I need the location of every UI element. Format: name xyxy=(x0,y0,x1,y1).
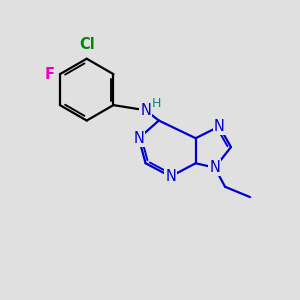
Text: N: N xyxy=(214,119,225,134)
Text: Cl: Cl xyxy=(79,37,94,52)
Text: H: H xyxy=(152,97,161,110)
Text: N: N xyxy=(134,131,144,146)
Text: N: N xyxy=(140,103,151,118)
Text: N: N xyxy=(209,160,220,175)
Text: F: F xyxy=(45,67,55,82)
Text: N: N xyxy=(165,169,176,184)
